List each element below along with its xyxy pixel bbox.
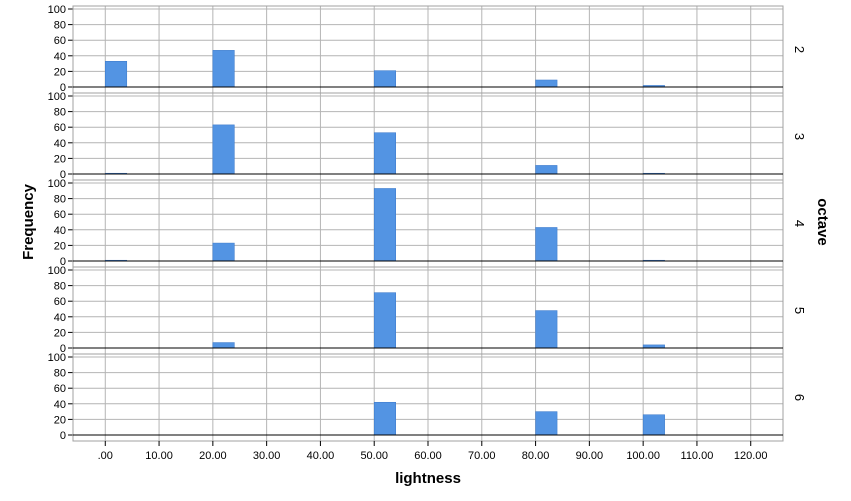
y-tick-label: 20 [54, 66, 66, 78]
facet-label-3: 3 [792, 133, 807, 140]
x-tick-label: 70.00 [468, 450, 496, 462]
y-tick-label: 80 [54, 281, 66, 293]
panel-3: 0 20 40 60 80 100 3 [48, 91, 807, 181]
y-tick-label: 20 [54, 414, 66, 426]
histogram-bar [642, 414, 665, 436]
y-tick-label: 100 [48, 265, 66, 277]
histogram-bar [535, 227, 558, 262]
y-tick-label: 0 [60, 256, 66, 268]
y-tick-label: 40 [54, 138, 66, 150]
y-tick-label: 40 [54, 399, 66, 411]
y-tick-label: 80 [54, 194, 66, 206]
y-tick-label: 0 [60, 82, 66, 94]
facet-label-4: 4 [792, 220, 807, 227]
y-tick-label: 100 [48, 4, 66, 16]
histogram-bar [212, 124, 235, 175]
x-tick-label: 60.00 [414, 450, 442, 462]
panel-5: 0 20 40 60 80 100 5 [48, 265, 807, 355]
y-axis-title: Frequency [20, 183, 37, 260]
y-tick-label: 60 [54, 296, 66, 308]
y-tick-label: 0 [60, 169, 66, 181]
histogram-bar [535, 411, 558, 436]
panel-2: 0 20 40 60 80 100 2 [48, 4, 807, 94]
x-axis: .00 10.00 20.00 30.00 40.00 50.00 60.00 70.00 80… [98, 441, 768, 462]
facet-label-5: 5 [792, 307, 807, 314]
y-tick-label: 80 [54, 20, 66, 32]
y-tick-label: 60 [54, 122, 66, 134]
y-tick-label: 20 [54, 240, 66, 252]
x-tick-label: 110.00 [681, 450, 714, 462]
histogram-bar [535, 310, 558, 349]
y-tick-label: 40 [54, 225, 66, 237]
y-tick-label: 40 [54, 51, 66, 63]
x-tick-label: 40.00 [307, 450, 335, 462]
histogram-bar [212, 342, 235, 349]
y-tick-label: 0 [60, 430, 66, 442]
y-tick-label: 100 [48, 178, 66, 190]
x-tick-label: 50.00 [360, 450, 388, 462]
chart-panels: 0204060801002020406080100302040608010040… [48, 4, 807, 442]
facet-axis-title: octave [814, 198, 831, 246]
x-tick-label: 80.00 [522, 450, 550, 462]
panel-6: 0 20 40 60 80 100 6 [48, 352, 807, 442]
histogram-bar [373, 132, 396, 175]
histogram-bar [373, 401, 396, 436]
y-tick-label: 60 [54, 35, 66, 47]
x-tick-label: 90.00 [576, 450, 604, 462]
histogram-bar [105, 61, 128, 88]
x-tick-label: 20.00 [199, 450, 227, 462]
histogram-bar [212, 242, 235, 262]
y-tick-label: 100 [48, 352, 66, 364]
y-tick-label: 0 [60, 343, 66, 355]
x-tick-label: 100.00 [626, 450, 660, 462]
panel-4: 0 20 40 60 80 100 4 [48, 178, 807, 268]
histogram-bar [535, 79, 558, 88]
histogram-bar [535, 165, 558, 175]
y-tick-label: 40 [54, 312, 66, 324]
y-tick-label: 20 [54, 327, 66, 339]
y-tick-label: 80 [54, 368, 66, 380]
x-tick-label: .00 [98, 450, 113, 462]
x-axis-title: lightness [395, 470, 461, 487]
histogram-bar [212, 50, 235, 88]
x-tick-label: 120.00 [734, 450, 768, 462]
facet-label-2: 2 [792, 46, 807, 53]
y-tick-label: 60 [54, 209, 66, 221]
histogram-bar [373, 70, 396, 88]
facet-label-6: 6 [792, 394, 807, 401]
y-tick-label: 60 [54, 383, 66, 395]
x-tick-label: 10.00 [145, 450, 173, 462]
x-tick-label: 30.00 [253, 450, 281, 462]
y-tick-label: 100 [48, 91, 66, 103]
histogram-bar [373, 292, 396, 349]
y-tick-label: 20 [54, 153, 66, 165]
histogram-bar [373, 188, 396, 262]
y-tick-label: 80 [54, 107, 66, 119]
